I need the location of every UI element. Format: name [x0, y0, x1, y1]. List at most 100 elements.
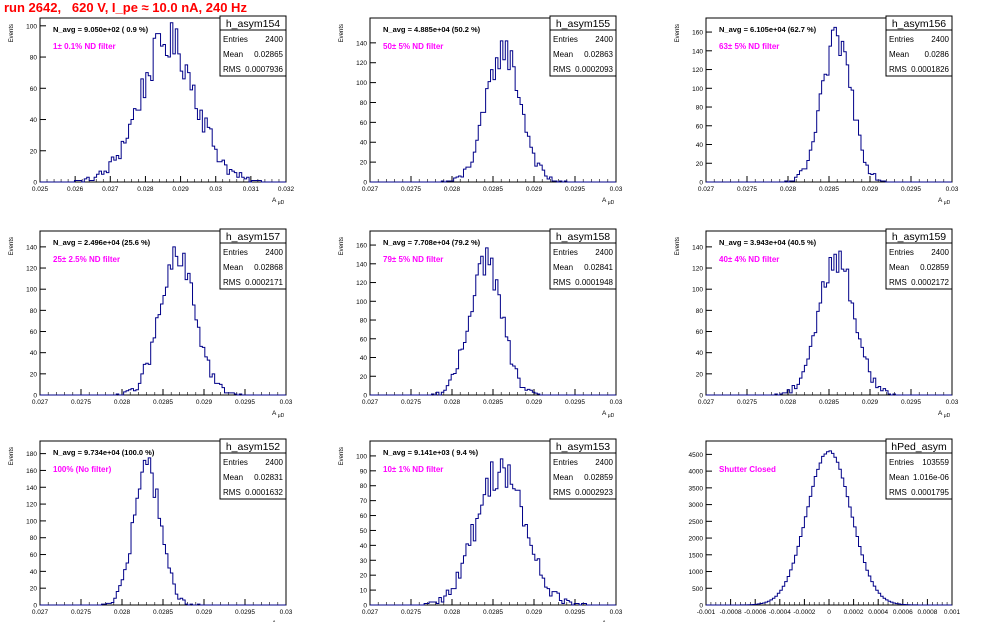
- stats-label: Mean: [889, 473, 909, 482]
- y-tick-label: 100: [692, 287, 703, 294]
- x-tick-label: 0.03: [946, 186, 959, 193]
- x-tick-label: 0.0295: [901, 186, 921, 193]
- y-tick-label: 40: [360, 355, 368, 362]
- y-tick-label: 0: [699, 393, 703, 400]
- x-tick-label: 0.0004: [868, 609, 888, 616]
- y-tick-label: 20: [696, 371, 704, 378]
- x-tick-label: 0.0275: [401, 399, 421, 406]
- x-tick-label: -0.001: [697, 609, 716, 616]
- stats-box: [885, 15, 953, 77]
- histogram-line: [40, 22, 286, 183]
- x-tick-label: 0.0295: [565, 609, 585, 616]
- y-axis-label: Events: [9, 237, 15, 255]
- x-tick-label: 0.027: [32, 609, 49, 616]
- stats-label: Mean: [223, 263, 243, 272]
- histogram-name: h_asym153: [556, 441, 610, 453]
- filter-label: 50± 5% ND filter: [383, 42, 443, 51]
- y-tick-label: 60: [30, 552, 38, 559]
- x-tick-label: 0.028: [444, 399, 461, 406]
- x-tick-label: 0.028: [780, 186, 797, 193]
- x-tick-label: 0.029: [862, 186, 879, 193]
- x-tick-label: 0.026: [67, 186, 84, 193]
- stats-label: Mean: [223, 473, 243, 482]
- x-tick-label: 0.0295: [565, 186, 585, 193]
- stats-value: 0.02865: [254, 50, 283, 59]
- x-tick-label: 0.027: [362, 399, 379, 406]
- y-tick-label: 20: [360, 160, 368, 167]
- x-tick-label: 0.027: [102, 186, 119, 193]
- y-tick-label: 30: [360, 558, 368, 565]
- x-tick-label: 0.0006: [893, 609, 913, 616]
- stats-label: Entries: [553, 35, 578, 44]
- navg-label: N_avg = 3.943e+04 (40.5 %): [719, 238, 817, 247]
- x-tick-label: 0.029: [862, 399, 879, 406]
- y-tick-label: 100: [26, 518, 37, 525]
- stats-label: RMS: [553, 278, 571, 287]
- stats-label: Entries: [889, 248, 914, 257]
- x-tick-label: 0.03: [610, 609, 623, 616]
- y-tick-label: 100: [692, 86, 703, 93]
- y-tick-label: 100: [356, 80, 367, 87]
- navg-label: N_avg = 6.105e+04 (62.7 %): [719, 25, 817, 34]
- x-tick-label: 0.03: [280, 609, 293, 616]
- y-tick-label: 0: [363, 180, 367, 187]
- x-axis-label: A μD: [272, 197, 285, 206]
- y-tick-label: 100: [26, 23, 37, 30]
- histogram-line: [370, 40, 616, 183]
- x-tick-label: 0.0285: [153, 399, 173, 406]
- stats-value: 0.0001632: [245, 488, 283, 497]
- y-tick-label: 40: [30, 350, 38, 357]
- stats-value: 0.0001795: [911, 488, 949, 497]
- filter-label: 63± 5% ND filter: [719, 42, 779, 51]
- histogram-line: [40, 457, 286, 606]
- stats-label: RMS: [553, 488, 571, 497]
- x-tick-label: 0.027: [698, 186, 715, 193]
- histogram-panel-h_asym154: 0 20 40 60 80 100 0.025 0.026 0.027 0.028 0.029 0.0…: [9, 15, 295, 206]
- stats-box: [549, 15, 617, 77]
- x-tick-label: -0.0006: [744, 609, 766, 616]
- stats-label: Entries: [553, 248, 578, 257]
- y-axis-label: Events: [339, 24, 345, 42]
- filter-label: 40± 4% ND filter: [719, 255, 779, 264]
- y-tick-label: 80: [360, 483, 368, 490]
- y-tick-label: 20: [360, 573, 368, 580]
- y-tick-label: 40: [696, 142, 704, 149]
- y-tick-label: 20: [30, 148, 38, 155]
- y-tick-label: 160: [356, 243, 367, 250]
- stats-label: Entries: [223, 248, 248, 257]
- y-tick-label: 0: [699, 603, 703, 610]
- histogram-name: h_asym152: [226, 441, 280, 453]
- stats-box: [219, 15, 287, 77]
- x-tick-label: 0.029: [196, 609, 213, 616]
- x-tick-label: 0.0295: [901, 399, 921, 406]
- stats-label: Entries: [553, 458, 578, 467]
- stats-value: 0.0007936: [245, 65, 283, 74]
- stats-label: Entries: [223, 35, 248, 44]
- y-tick-label: 80: [360, 100, 368, 107]
- stats-label: RMS: [223, 278, 241, 287]
- stats-label: RMS: [889, 488, 907, 497]
- stats-value: 2400: [931, 248, 949, 257]
- y-tick-label: 20: [30, 586, 38, 593]
- y-tick-label: 60: [360, 513, 368, 520]
- histogram-line: [370, 458, 616, 606]
- histogram-panel-h_asym159: 0 20 40 60 80 100 120 140 0.027 0.0275 0.028 0.0285…: [675, 228, 959, 419]
- x-tick-label: 0.03: [280, 399, 293, 406]
- x-tick-label: 0.03: [610, 399, 623, 406]
- y-tick-label: 20: [30, 371, 38, 378]
- x-tick-label: 0.027: [362, 186, 379, 193]
- histogram-panel-h_asym158: 0 20 40 60 80 100 120 140 160 0.027 0.0275 0.028 0.0…: [339, 228, 623, 419]
- y-tick-label: 2500: [689, 519, 704, 526]
- y-tick-label: 4000: [689, 469, 704, 476]
- histogram-panel-h_asym152: 0 20 40 60 80 100 120 140 160 180 0.027 0.0275 0.028…: [9, 438, 293, 622]
- stats-box: [219, 228, 287, 290]
- histogram-line: [370, 247, 616, 396]
- y-tick-label: 20: [360, 374, 368, 381]
- histogram-panel-h_asym157: 0 20 40 60 80 100 120 140 0.027 0.0275 0.028 0.0285…: [9, 228, 293, 419]
- navg-label: N_avg = 4.885e+04 (50.2 %): [383, 25, 481, 34]
- x-tick-label: 0.028: [114, 609, 131, 616]
- y-tick-label: 80: [360, 318, 368, 325]
- y-tick-label: 90: [360, 468, 368, 475]
- x-axis-label: A μD: [602, 620, 615, 622]
- x-axis-label: A μD: [938, 410, 951, 419]
